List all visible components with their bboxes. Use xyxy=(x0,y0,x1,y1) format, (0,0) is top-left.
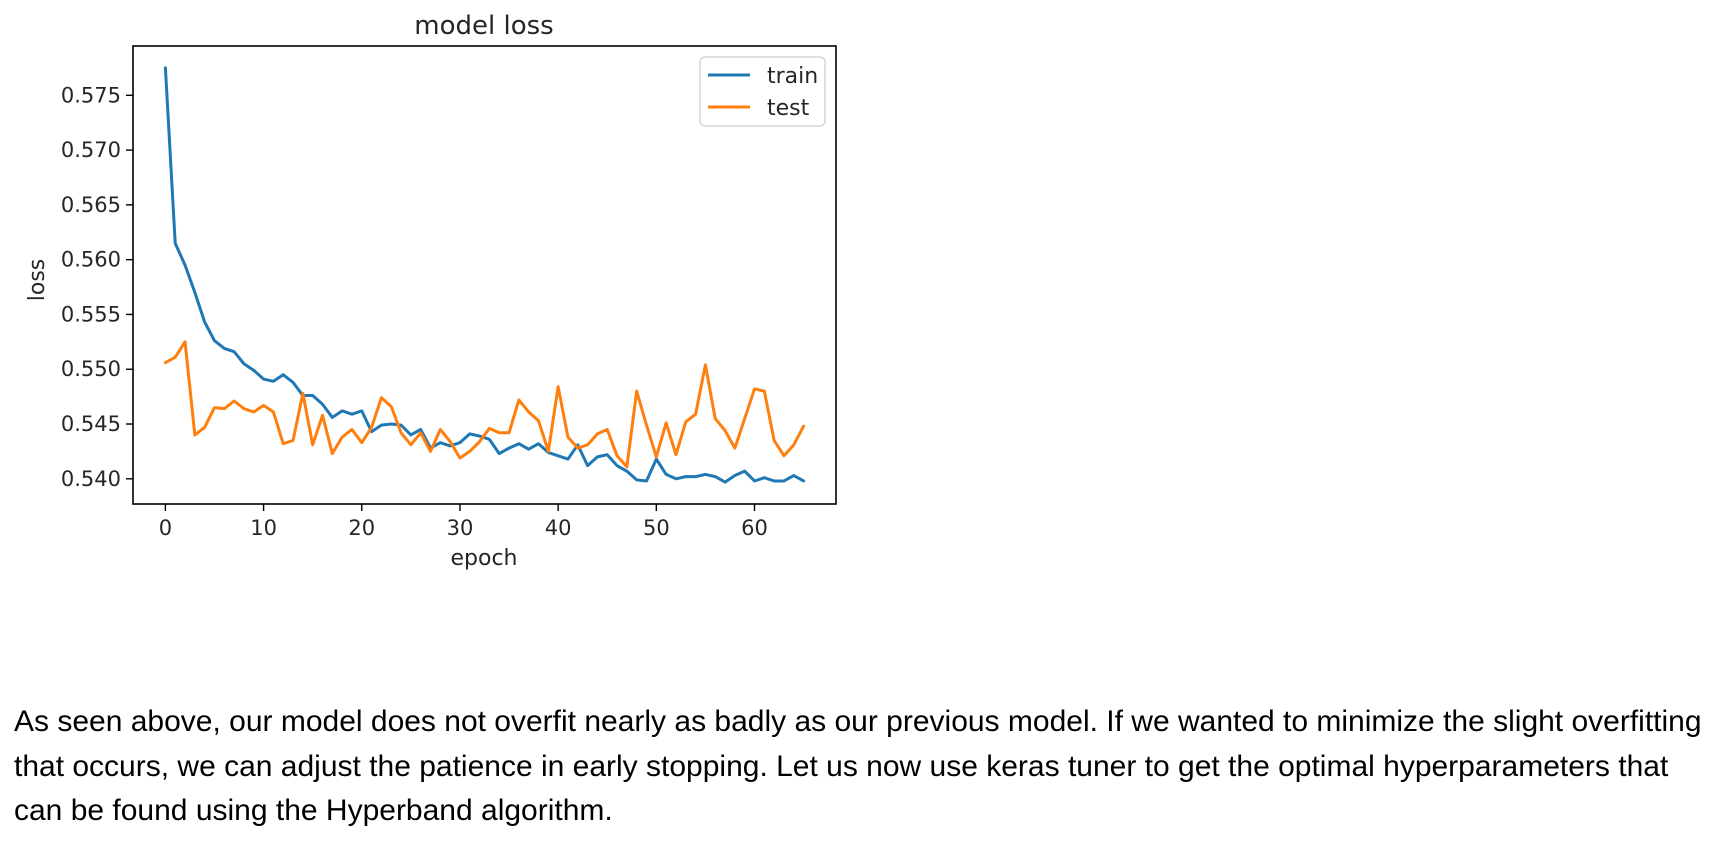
y-axis-label: loss xyxy=(25,259,50,302)
loss-chart: model loss 0.540 0.545 0.550 0.555 0.560 0.56… xyxy=(25,11,837,571)
x-tick-label: 10 xyxy=(250,516,277,540)
y-axis: 0.540 0.545 0.550 0.555 0.560 0.565 0.570 0.575 xyxy=(61,83,133,491)
x-tick-label: 60 xyxy=(741,516,768,540)
legend: train test xyxy=(699,56,826,127)
x-axis-label: epoch xyxy=(451,546,518,571)
legend-label-train: train xyxy=(767,64,818,89)
y-tick-label: 0.560 xyxy=(61,248,121,272)
y-tick-label: 0.575 xyxy=(61,83,121,107)
caption-paragraph: As seen above, our model does not overfi… xyxy=(14,705,1702,827)
y-tick-label: 0.545 xyxy=(61,412,121,436)
y-tick-label: 0.540 xyxy=(61,467,121,491)
y-tick-label: 0.555 xyxy=(61,302,121,326)
series-line-train xyxy=(163,66,806,484)
x-axis: 0 10 20 30 40 50 60 xyxy=(159,504,768,540)
y-tick-label: 0.570 xyxy=(61,138,121,162)
y-tick-label: 0.565 xyxy=(61,193,121,217)
series-line-test xyxy=(163,340,806,469)
x-tick-label: 40 xyxy=(545,516,572,540)
x-tick-label: 20 xyxy=(348,516,375,540)
chart-title: model loss xyxy=(414,11,553,41)
plot-frame xyxy=(132,45,837,505)
x-tick-label: 50 xyxy=(643,516,670,540)
y-tick-label: 0.550 xyxy=(61,357,121,381)
series-layer xyxy=(163,66,806,484)
x-tick-label: 30 xyxy=(447,516,474,540)
x-tick-label: 0 xyxy=(159,516,172,540)
legend-label-test: test xyxy=(767,96,810,121)
